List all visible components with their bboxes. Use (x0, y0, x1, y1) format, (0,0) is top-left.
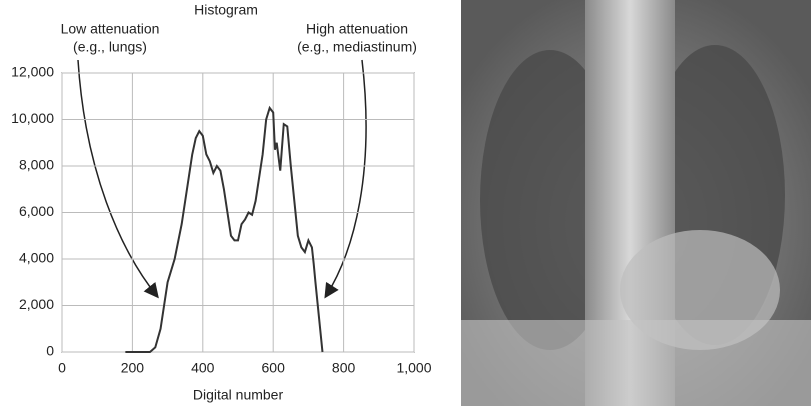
annotation: Low attenuation (61, 21, 160, 37)
chart-title: Histogram (194, 2, 258, 18)
y-tick-label: 4,000 (19, 250, 54, 266)
annotation: (e.g., mediastinum) (297, 39, 417, 55)
x-tick-label: 0 (58, 360, 66, 376)
y-tick-label: 0 (46, 343, 54, 359)
annotation: High attenuation (306, 21, 408, 37)
y-tick-label: 12,000 (11, 64, 54, 80)
y-tick-label: 2,000 (19, 296, 54, 312)
x-tick-label: 400 (191, 360, 215, 376)
xray-image (461, 0, 811, 406)
data-line (125, 105, 324, 353)
arrow (324, 59, 367, 299)
arrow (77, 59, 159, 299)
x-tick-label: 600 (262, 360, 286, 376)
y-tick-label: 8,000 (19, 157, 54, 173)
y-tick-label: 6,000 (19, 203, 54, 219)
annotation: (e.g., lungs) (73, 39, 147, 55)
x-tick-label: 800 (332, 360, 356, 376)
x-tick-label: 200 (121, 360, 145, 376)
x-axis-label: Digital number (193, 387, 284, 403)
x-tick-label: 1,000 (396, 360, 431, 376)
y-tick-label: 10,000 (11, 110, 54, 126)
